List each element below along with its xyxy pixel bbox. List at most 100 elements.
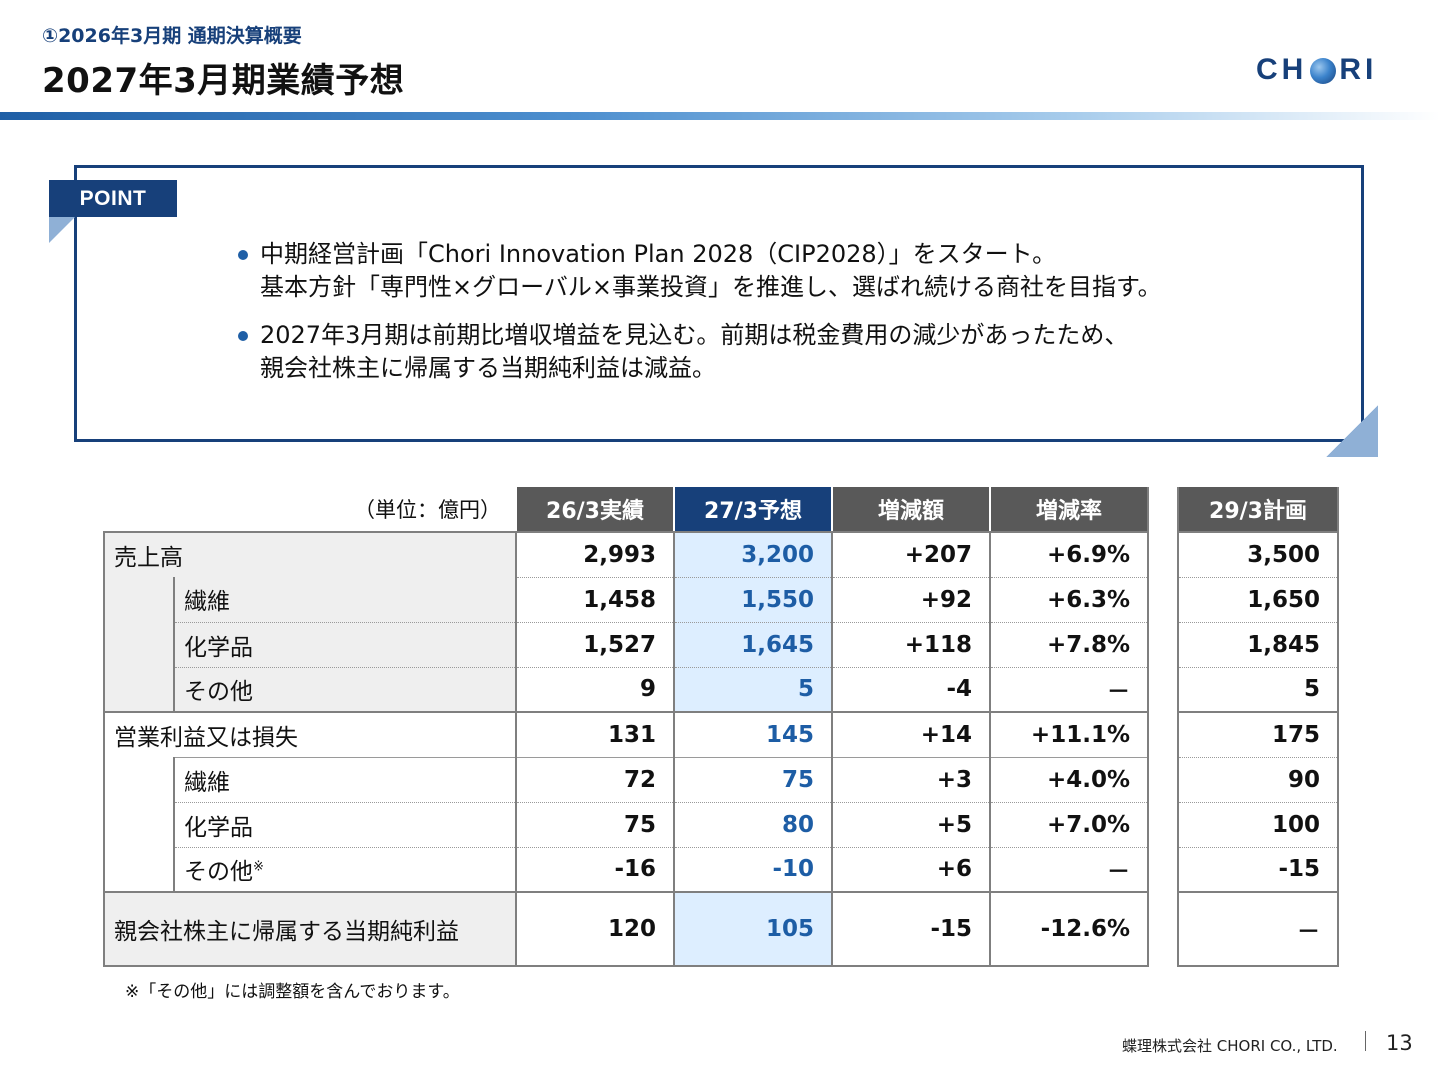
cell-actual: 120 [515, 892, 674, 967]
table-row: 営業利益又は損失 131 145 +14 +11.1% [103, 712, 1149, 757]
table-row: 化学品 1,527 1,645 +118 +7.8% [104, 622, 1149, 668]
bullet-line: 2027年3月期は前期比増収増益を見込む。前期は税金費用の減少があったため、 [260, 321, 1129, 349]
point-label: POINT [49, 180, 177, 217]
forecast-table: （単位：億円） 26/3実績 27/3予想 増減額 増減率 売上高 2,993 … [103, 487, 1149, 967]
footer-company: 蝶理株式会社 CHORI CO., LTD. [1122, 1037, 1338, 1055]
cell-actual: 72 [515, 756, 674, 803]
cell-forecast: 1,550 [673, 577, 832, 623]
cell-change-rate: +6.9% [989, 532, 1149, 578]
table-row: 175 [1177, 712, 1339, 757]
table-row: 親会社株主に帰属する当期純利益 120 105 -15 -12.6% [103, 892, 1149, 967]
cell-plan: -15 [1177, 847, 1339, 893]
cell-change-amount: +14 [831, 712, 990, 757]
cell-forecast: 145 [673, 712, 832, 757]
cell-change-amount: +92 [831, 577, 990, 623]
cell-change-rate: +6.3% [989, 577, 1149, 623]
point-box [74, 165, 1364, 442]
header-change-rate: 増減率 [989, 487, 1149, 533]
row-label-sales: 売上高 [103, 532, 516, 577]
cell-change-amount: +207 [831, 532, 990, 578]
header-forecast: 27/3予想 [673, 487, 832, 533]
point-label-fold [49, 217, 75, 243]
cell-change-rate: +7.8% [989, 622, 1149, 668]
cell-plan: 175 [1177, 712, 1339, 757]
row-label-chemicals: 化学品 [173, 622, 516, 668]
table-header-row: 29/3計画 [1177, 487, 1339, 533]
footer-divider [1365, 1031, 1366, 1051]
cell-actual: 131 [515, 712, 674, 757]
cell-actual: 1,458 [515, 577, 674, 623]
cell-actual: 75 [515, 802, 674, 848]
cell-plan: 1,845 [1177, 622, 1339, 668]
cell-change-amount: -4 [831, 667, 990, 713]
bullet-item: 2027年3月期は前期比増収増益を見込む。前期は税金費用の減少があったため、 親… [238, 319, 1238, 385]
bullet-dot-icon [238, 250, 248, 260]
table-row: 5 [1177, 667, 1339, 713]
globe-icon [1310, 58, 1337, 84]
cell-forecast: 3,200 [673, 532, 832, 578]
cell-change-rate: -12.6% [989, 892, 1149, 967]
cell-plan: 90 [1177, 756, 1339, 803]
cell-forecast: 105 [673, 892, 832, 967]
table-row: 3,500 [1177, 532, 1339, 578]
page-title: 2027年3月期業績予想 [42, 61, 405, 101]
indent-spacer [103, 757, 174, 893]
header-plan: 29/3計画 [1177, 487, 1339, 533]
header-change-amount: 増減額 [831, 487, 990, 533]
cell-plan: 5 [1177, 667, 1339, 713]
point-box-corner-fold [1326, 405, 1378, 457]
row-label-chemicals: 化学品 [173, 802, 516, 848]
bullet-line: 中期経営計画「Chori Innovation Plan 2028（CIP202… [260, 240, 1057, 268]
row-label-textile: 繊維 [173, 577, 516, 623]
cell-forecast: 1,645 [673, 622, 832, 668]
table-header-row: （単位：億円） 26/3実績 27/3予想 増減額 増減率 [104, 487, 1149, 533]
cell-forecast: 5 [673, 667, 832, 713]
chori-logo: CH RI [1256, 53, 1377, 87]
row-label-other: その他※ [173, 847, 516, 893]
table-row: 90 [1177, 756, 1339, 803]
row-label-net-income: 親会社株主に帰属する当期純利益 [103, 892, 516, 967]
table-row: 化学品 75 80 +5 +7.0% [104, 802, 1149, 848]
table-row: 繊維 72 75 +3 +4.0% [103, 756, 1149, 893]
cell-forecast: 75 [673, 756, 832, 803]
bullet-dot-icon [238, 331, 248, 341]
plan-table: 29/3計画 3,500 1,650 1,845 5 175 90 100 -1… [1177, 487, 1339, 967]
bullet-line: 基本方針「専門性×グローバル×事業投資」を推進し、選ばれ続ける商社を目指す。 [260, 273, 1162, 301]
cell-change-rate: +4.0% [989, 756, 1149, 803]
cell-actual: 9 [515, 667, 674, 713]
row-label-textile: 繊維 [173, 756, 516, 803]
cell-change-rate: － [989, 667, 1149, 713]
logo-text-right: RI [1339, 53, 1378, 86]
cell-actual: 2,993 [515, 532, 674, 578]
cell-change-amount: +3 [831, 756, 990, 803]
table-row: 売上高 2,993 3,200 +207 +6.9% [103, 532, 1149, 578]
row-label-operating-profit: 営業利益又は損失 [103, 712, 516, 757]
table-row: 繊維 1,458 1,550 +92 +6.3% [103, 577, 1149, 713]
cell-change-rate: +7.0% [989, 802, 1149, 848]
indent-spacer [103, 577, 174, 713]
table-row: 1,650 [1177, 577, 1339, 623]
cell-forecast: 80 [673, 802, 832, 848]
header-gradient-bar [0, 112, 1440, 120]
unit-label: （単位：億円） [104, 487, 516, 533]
bullet-item: 中期経営計画「Chori Innovation Plan 2028（CIP202… [238, 238, 1238, 304]
table-row: その他 9 5 -4 － [104, 667, 1149, 713]
page-number: 13 [1386, 1031, 1413, 1055]
table-row: -15 [1177, 847, 1339, 893]
cell-change-amount: +5 [831, 802, 990, 848]
footnote-mark: ※ [253, 859, 264, 875]
row-label-other: その他 [173, 667, 516, 713]
cell-plan: 1,650 [1177, 577, 1339, 623]
header-actual: 26/3実績 [515, 487, 674, 533]
table-row: その他※ -16 -10 +6 － [104, 847, 1149, 893]
cell-actual: 1,527 [515, 622, 674, 668]
table-footnote: ※「その他」には調整額を含んでおります。 [125, 982, 460, 1002]
table-row: 1,845 [1177, 622, 1339, 668]
cell-change-amount: -15 [831, 892, 990, 967]
table-row: 100 [1177, 802, 1339, 848]
cell-forecast: -10 [673, 847, 832, 893]
logo-text-left: CH [1256, 53, 1308, 86]
section-subtitle: ①2026年3月期 通期決算概要 [42, 25, 302, 47]
row-label-other-text: その他 [184, 859, 253, 886]
cell-plan: 100 [1177, 802, 1339, 848]
